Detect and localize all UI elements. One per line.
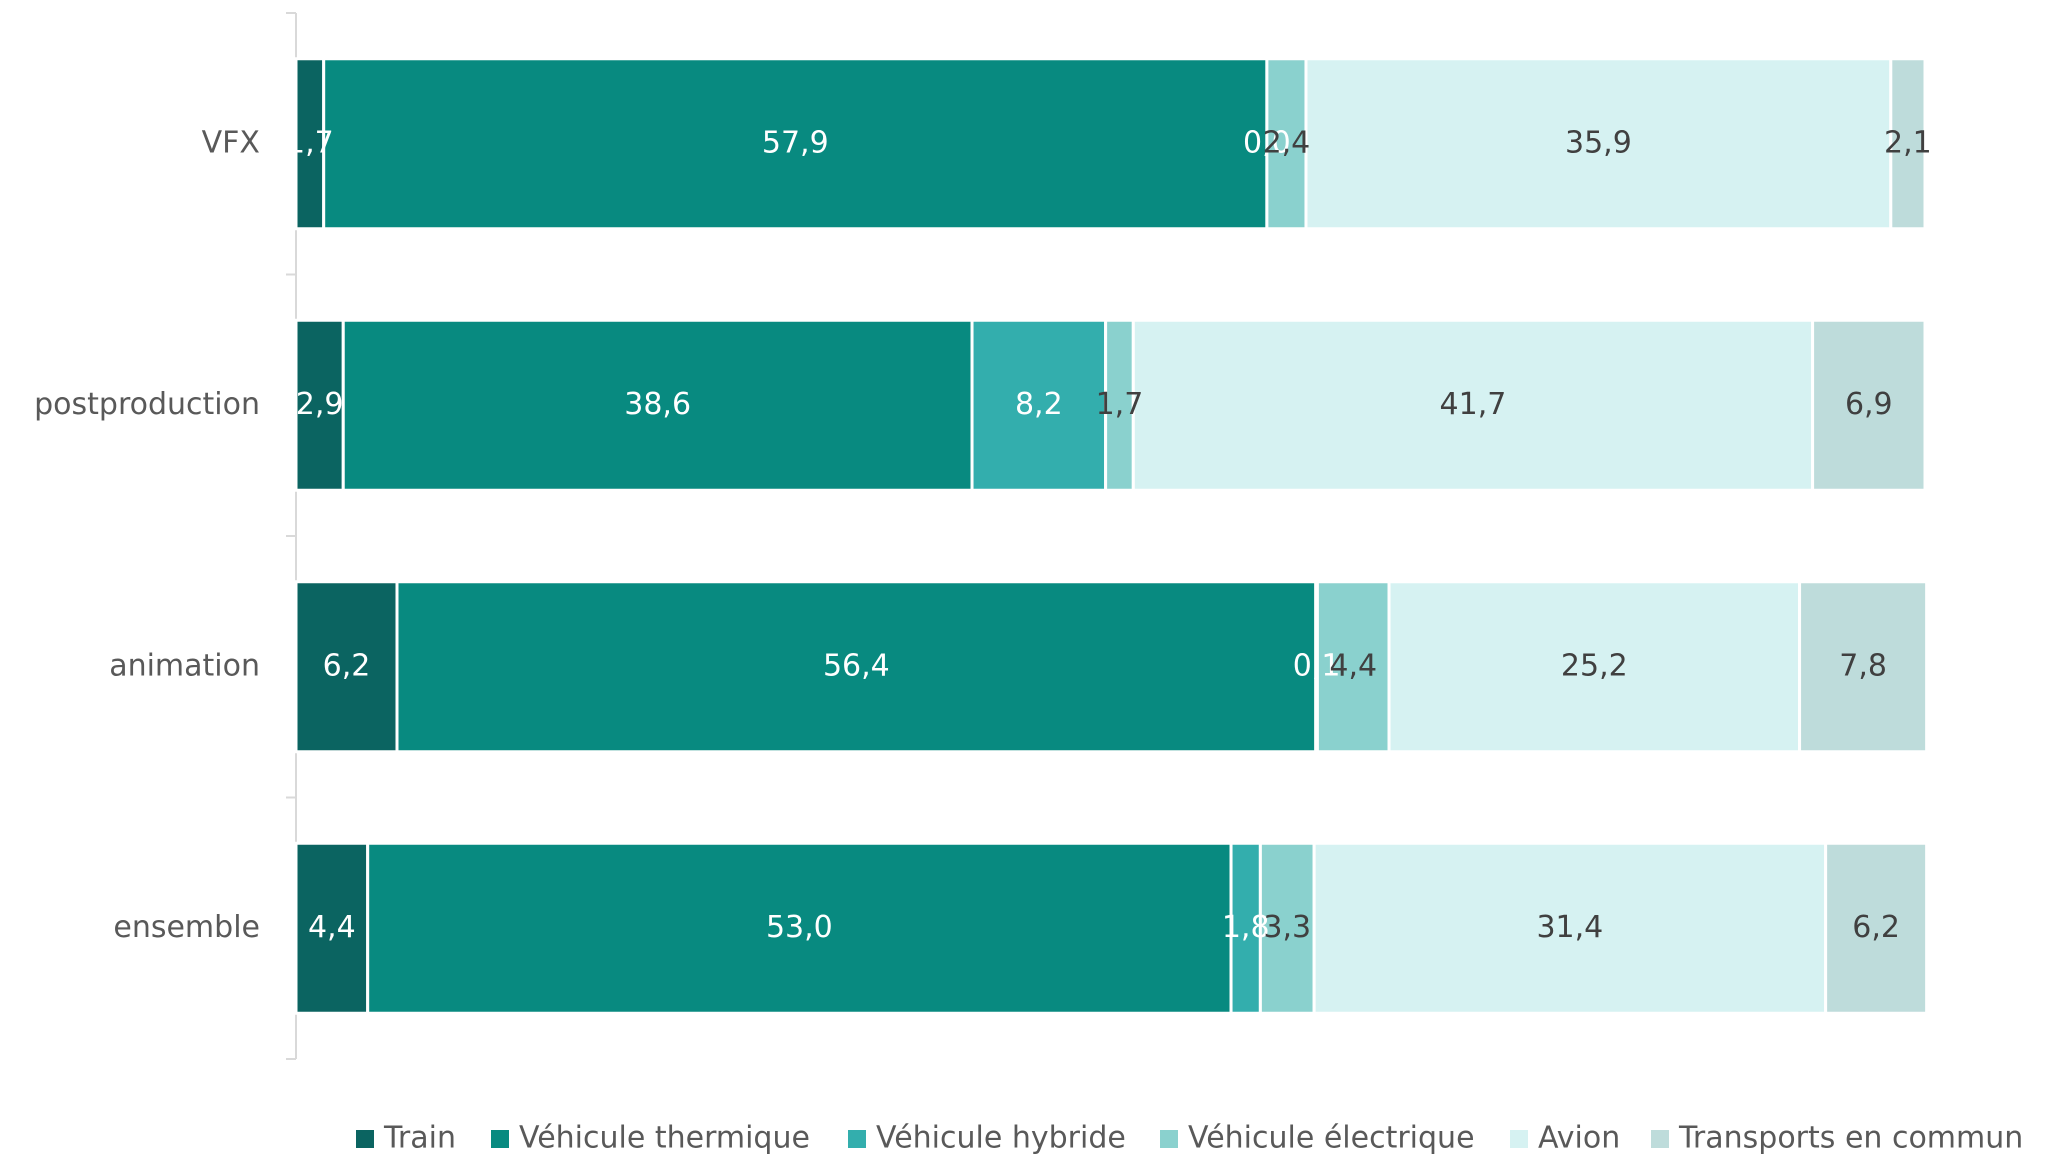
value-label: 6,2 bbox=[323, 648, 371, 683]
legend-swatch bbox=[356, 1130, 374, 1148]
value-label: 1,7 bbox=[1096, 387, 1144, 422]
legend-label: Véhicule électrique bbox=[1188, 1121, 1475, 1156]
legend-label: Véhicule hybride bbox=[876, 1121, 1126, 1156]
value-label: 0,0 bbox=[1243, 125, 1291, 160]
value-label: 25,2 bbox=[1561, 648, 1628, 683]
legend-label: Transports en commun bbox=[1678, 1121, 2023, 1156]
value-label: 38,6 bbox=[624, 387, 691, 422]
value-label: 4,4 bbox=[1329, 648, 1377, 683]
legend-label: Véhicule thermique bbox=[519, 1121, 810, 1156]
bar-segment bbox=[1104, 318, 1135, 492]
legend-swatch bbox=[1510, 1130, 1528, 1148]
value-label: 2,9 bbox=[296, 387, 344, 422]
bar-segment bbox=[294, 57, 326, 231]
value-label: 7,8 bbox=[1839, 648, 1887, 683]
bar-segment bbox=[294, 318, 345, 492]
category-label: animation bbox=[109, 648, 260, 683]
legend-swatch bbox=[1651, 1130, 1669, 1148]
value-label: 8,2 bbox=[1015, 387, 1063, 422]
value-label: 53,0 bbox=[766, 910, 833, 945]
bar-segment bbox=[395, 580, 1318, 754]
bar-segment bbox=[1312, 841, 1828, 1015]
legend-swatch bbox=[1160, 1130, 1178, 1148]
value-label: 56,4 bbox=[823, 648, 890, 683]
category-label: VFX bbox=[202, 125, 260, 160]
legend-label: Train bbox=[383, 1121, 456, 1156]
legend-label: Avion bbox=[1538, 1121, 1620, 1156]
category-label: postproduction bbox=[34, 387, 260, 422]
value-label: 1,7 bbox=[286, 125, 334, 160]
value-label: 4,4 bbox=[308, 910, 356, 945]
value-label: 35,9 bbox=[1565, 125, 1632, 160]
value-label: 2,4 bbox=[1263, 125, 1311, 160]
bar-segment bbox=[294, 841, 370, 1015]
value-label: 1,8 bbox=[1222, 910, 1270, 945]
value-label: 6,2 bbox=[1852, 910, 1900, 945]
bar-segment bbox=[341, 318, 974, 492]
value-label: 0,1 bbox=[1293, 648, 1341, 683]
value-label: 31,4 bbox=[1536, 910, 1603, 945]
bar-segment bbox=[1304, 57, 1893, 231]
bar-segment bbox=[1811, 318, 1927, 492]
bar-segment bbox=[1229, 841, 1262, 1015]
bar-segment bbox=[1258, 841, 1316, 1015]
bar-segment bbox=[1315, 580, 1391, 754]
bar-segment bbox=[1824, 841, 1929, 1015]
bar-segment bbox=[1798, 580, 1929, 754]
bar-segment bbox=[1131, 318, 1815, 492]
bar-segment bbox=[970, 318, 1108, 492]
value-label: 3,3 bbox=[1263, 910, 1311, 945]
value-label: 6,9 bbox=[1845, 387, 1893, 422]
bar-segment bbox=[366, 841, 1233, 1015]
legend-swatch bbox=[491, 1130, 509, 1148]
value-label: 57,9 bbox=[762, 125, 829, 160]
value-label: 2,1 bbox=[1884, 125, 1932, 160]
value-label: 41,7 bbox=[1440, 387, 1507, 422]
bar-segment bbox=[1387, 580, 1802, 754]
bar-segment bbox=[1889, 57, 1927, 231]
category-label: ensemble bbox=[113, 910, 260, 945]
legend-swatch bbox=[848, 1130, 866, 1148]
